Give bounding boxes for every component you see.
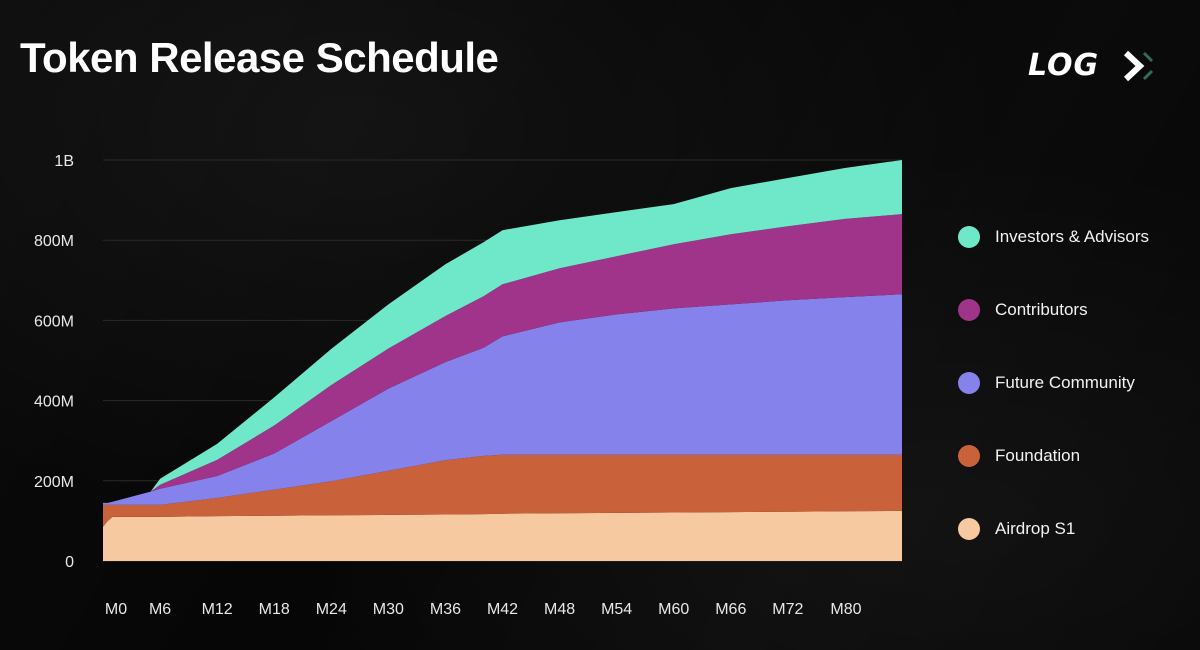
- area-foundation: [103, 454, 902, 527]
- legend-swatch: [958, 372, 980, 394]
- x-tick-label: M66: [715, 601, 746, 618]
- legend-swatch: [958, 518, 980, 540]
- x-tick-label: M54: [601, 601, 632, 618]
- x-tick-label: M42: [487, 601, 518, 618]
- legend-swatch: [958, 226, 980, 248]
- y-tick-label: 0: [65, 554, 74, 571]
- area-contributors: [103, 214, 902, 503]
- x-tick-label: M24: [316, 601, 347, 618]
- y-tick-label: 800M: [34, 233, 74, 250]
- x-tick-label: M60: [658, 601, 689, 618]
- area-future-community: [103, 294, 902, 505]
- x-axis-ticks: M0 M6 M12 M18 M24 M30 M36 M42 M48 M54 M60 M66 M72 M80: [105, 601, 862, 618]
- logo: LOG: [1028, 48, 1160, 84]
- x-tick-label: M12: [202, 601, 233, 618]
- y-tick-label: 1B: [54, 153, 74, 170]
- legend-swatch: [958, 299, 980, 321]
- x-tick-label: M0: [105, 601, 127, 618]
- chevron-x-icon: [1123, 50, 1154, 82]
- area-investors-advisors: [103, 160, 902, 503]
- area-series: [103, 160, 902, 561]
- x-tick-label: M36: [430, 601, 461, 618]
- page-title: Token Release Schedule: [20, 34, 499, 81]
- logo-text: LOG: [1028, 48, 1100, 83]
- x-tick-label: M48: [544, 601, 575, 618]
- x-tick-label: M72: [772, 601, 803, 618]
- y-tick-label: 400M: [34, 394, 74, 411]
- x-tick-label: M18: [259, 601, 290, 618]
- y-tick-label: 600M: [34, 313, 74, 330]
- legend-label: Future Community: [995, 373, 1135, 392]
- y-axis-ticks: 0 200M 400M 600M 800M 1B: [34, 153, 74, 571]
- legend-label: Airdrop S1: [995, 519, 1076, 538]
- area-airdrop-s1: [103, 510, 902, 561]
- legend-label: Foundation: [995, 446, 1081, 465]
- legend-label: Contributors: [995, 300, 1088, 319]
- legend-swatch: [958, 445, 980, 467]
- x-tick-label: M6: [149, 601, 171, 618]
- x-tick-label: M30: [373, 601, 404, 618]
- x-tick-label: M80: [830, 601, 861, 618]
- legend-label: Investors & Advisors: [995, 227, 1150, 246]
- y-tick-label: 200M: [34, 474, 74, 491]
